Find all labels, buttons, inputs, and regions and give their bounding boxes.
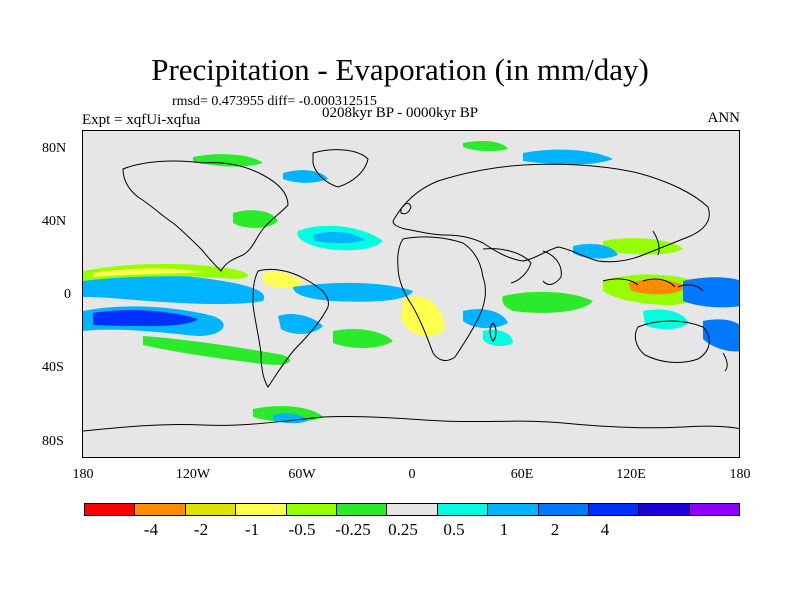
colorbar-box-3	[236, 504, 287, 515]
arctic-wet-2	[523, 149, 613, 165]
colorbar-label-minus0-25: -0.25	[335, 520, 371, 539]
madagascar-coast	[489, 322, 497, 342]
eurasia-coast	[392, 163, 710, 263]
africa-coast	[397, 236, 486, 361]
south-america-wet	[278, 314, 323, 334]
colorbar-label-minus0-5: -0.5	[288, 520, 316, 539]
lon-label-60w: 60W	[288, 467, 316, 482]
colorbar-label-minus4: -4	[143, 520, 159, 539]
map-canvas	[83, 141, 739, 432]
world-map	[82, 130, 740, 458]
period-label: 0208kyr BP - 0000kyr BP	[322, 105, 479, 121]
lat-label-80s: 80S	[42, 434, 64, 449]
north-america-coast	[122, 160, 289, 272]
indian-ocean-wet	[463, 309, 508, 329]
colorbar-label-minus2: -2	[193, 520, 209, 539]
colorbar-label-minus1: -1	[244, 520, 260, 539]
arctic-dry-1	[463, 141, 508, 152]
colorbar-label-0-25: 0.25	[388, 520, 418, 539]
lon-label-120e: 120E	[616, 467, 646, 482]
colorbar	[84, 503, 740, 516]
atlantic-wet-strip	[293, 282, 413, 302]
lon-label-120w: 120W	[175, 467, 211, 482]
colorbar-label-2: 2	[550, 520, 560, 539]
lon-label-180-left: 180	[72, 467, 94, 482]
colorbar-box-7	[437, 504, 489, 515]
colorbar-box-10	[588, 504, 640, 515]
season-label: ANN	[707, 110, 741, 126]
colorbar-box-6	[387, 504, 438, 515]
colorbar-box-9	[538, 504, 589, 515]
new-zealand-coast	[722, 352, 728, 372]
east-asia-wet	[573, 243, 618, 259]
pacific-dry-band-north-core	[93, 268, 203, 277]
colorbar-box-8	[488, 504, 539, 515]
lat-label-40n: 40N	[42, 214, 67, 229]
japan-coast	[652, 230, 660, 256]
maritime-continent-core	[628, 279, 688, 295]
colorbar-box-4	[286, 504, 337, 515]
rmsd-diff-stats: rmsd= 0.473955 diff= -0.000312515	[172, 94, 377, 109]
lon-label-60e: 60E	[510, 467, 534, 482]
lon-label-180-right: 180	[729, 467, 751, 482]
greenland-coast	[312, 149, 369, 188]
south-america-coast	[252, 268, 329, 388]
australia-coast	[634, 320, 710, 363]
lat-label-equator: 0	[64, 287, 71, 302]
lon-label-0: 0	[408, 467, 416, 482]
atlantic-dry-strip	[263, 271, 303, 289]
west-pacific-wet	[683, 277, 739, 308]
south-pacific-wet-core	[93, 310, 198, 327]
chart-title: Precipitation - Evaporation (in mm/day)	[151, 52, 649, 87]
pacific-itcz-band	[83, 273, 265, 305]
uk-coast	[400, 202, 412, 215]
colorbar-box-12	[689, 504, 740, 515]
tasman-wet	[703, 319, 739, 352]
africa-dry-edge	[401, 296, 445, 337]
colorbar-box-0	[85, 504, 136, 515]
arctic-dry-2	[193, 154, 263, 167]
north-atlantic-wet-core	[313, 231, 365, 244]
colorbar-box-2	[185, 504, 237, 515]
australia-wet	[643, 309, 689, 330]
indian-ocean-dry	[502, 291, 593, 313]
gulf-stream-dry	[233, 210, 278, 228]
lat-label-80n: 80N	[42, 141, 67, 156]
southern-ocean-wet	[273, 413, 308, 424]
arabia-india-coast	[482, 248, 562, 285]
colorbar-box-1	[135, 504, 186, 515]
west-pacific-dry-north	[603, 238, 683, 255]
coastline-layer	[83, 149, 739, 432]
pe-field-layer	[83, 141, 739, 424]
colorbar-label-4: 4	[600, 520, 610, 539]
colorbar-box-5	[336, 504, 388, 515]
south-pacific-dry	[143, 336, 291, 365]
south-atlantic-dry	[333, 329, 393, 348]
colorbar-label-0-5: 0.5	[443, 520, 465, 539]
colorbar-box-11	[639, 504, 690, 515]
lat-label-40s: 40S	[42, 360, 64, 375]
experiment-label: Expt = xqfUi-xqfua	[82, 112, 201, 128]
arctic-wet-1	[283, 170, 328, 183]
colorbar-label-1: 1	[499, 520, 509, 539]
indonesia-coast	[602, 278, 704, 292]
antarctica-coast	[83, 415, 739, 432]
madagascar-wet	[483, 329, 513, 346]
